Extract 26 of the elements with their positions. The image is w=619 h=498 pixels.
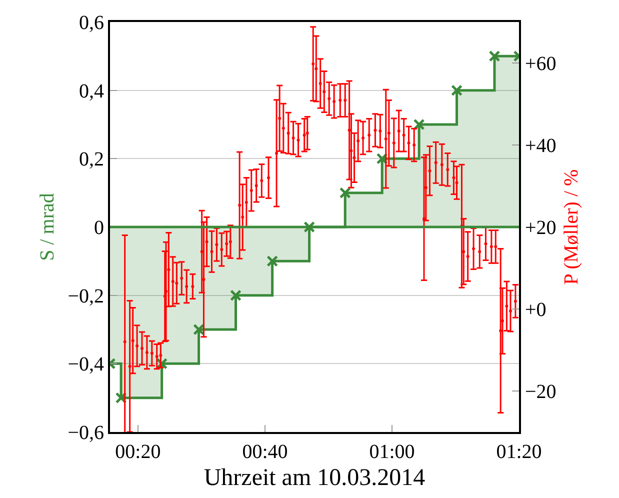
y-tick-label: −0,6 (68, 422, 104, 444)
point (230, 290, 242, 302)
x-tick-label: 00:20 (115, 441, 161, 463)
y2-tick-label: +20 (525, 217, 556, 239)
y-tick-label: −0,4 (68, 354, 104, 376)
point (339, 187, 351, 199)
point (266, 255, 278, 267)
y-tick-label: 0 (94, 217, 104, 239)
point (413, 118, 425, 130)
y-tick-label: −0,2 (68, 285, 104, 308)
y-tick-label: 0,4 (79, 80, 104, 102)
y2-tick-label: −20 (525, 381, 556, 403)
point (451, 84, 463, 96)
x-tick-label: 01:00 (369, 441, 415, 463)
y2-tick-label: +0 (525, 299, 546, 321)
y2-axis-title: P (Møller) / % (560, 169, 582, 285)
x-axis-title: Uhrzeit am 10.03.2014 (204, 464, 426, 491)
x-tick-label: 01:20 (496, 441, 542, 463)
y-tick-label: 0,2 (79, 148, 104, 171)
y2-tick-label: +60 (525, 53, 556, 75)
y-axis-title: S / mrad (36, 193, 59, 261)
y-tick-label: 0,6 (79, 12, 104, 34)
point (488, 50, 500, 62)
x-tick-label: 00:40 (242, 441, 288, 463)
point (304, 221, 316, 233)
y2-tick-label: +40 (525, 135, 556, 157)
